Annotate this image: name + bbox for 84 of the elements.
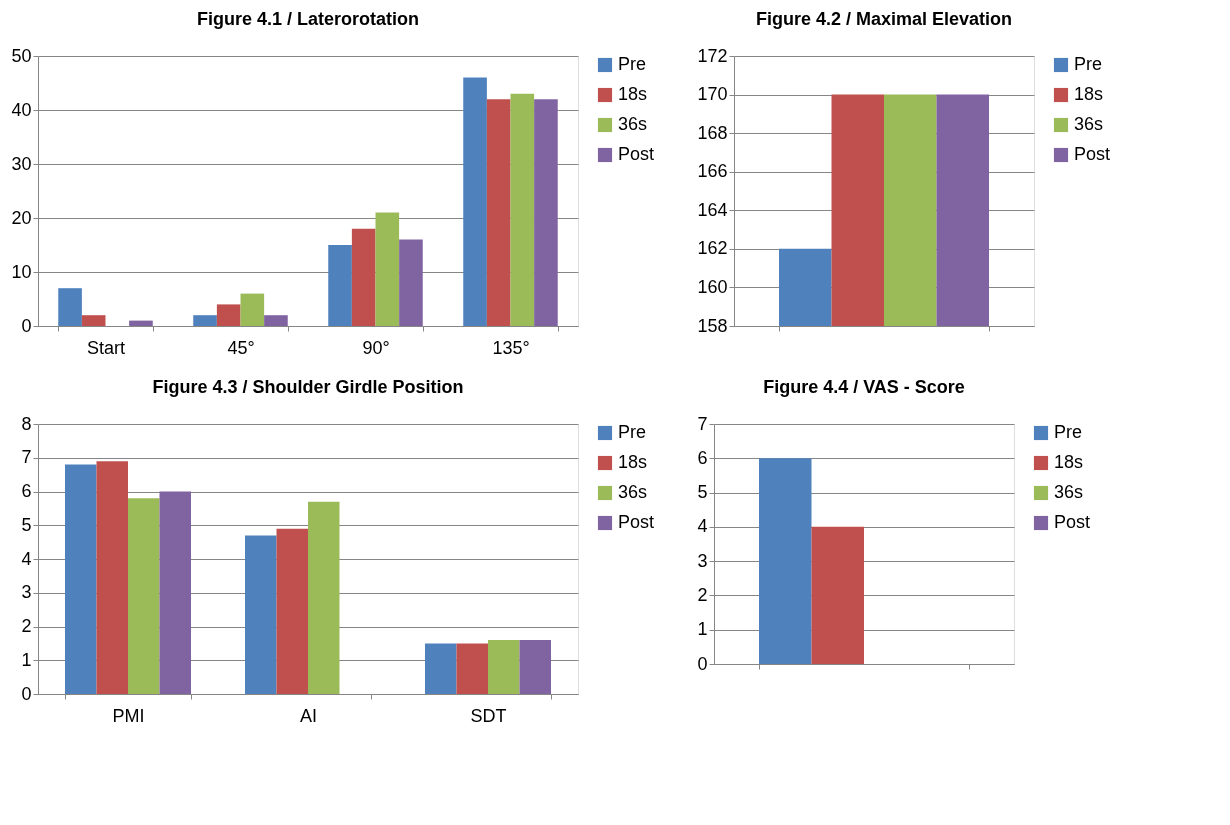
bar bbox=[193, 315, 217, 326]
y-tick-label: 7 bbox=[697, 413, 708, 434]
legend-label: 18s bbox=[1054, 452, 1084, 472]
y-tick-label: 8 bbox=[21, 413, 32, 434]
y-tick-label: 7 bbox=[21, 447, 32, 468]
y-tick-label: 166 bbox=[697, 161, 728, 182]
legend-label: Pre bbox=[618, 54, 647, 74]
bar bbox=[328, 245, 352, 326]
y-tick-label: 0 bbox=[21, 683, 32, 704]
legend-label: Post bbox=[618, 512, 655, 532]
bar bbox=[463, 77, 487, 326]
legend-label: Post bbox=[1054, 512, 1091, 532]
y-tick-label: 158 bbox=[697, 315, 728, 336]
legend-label: 36s bbox=[1054, 482, 1084, 502]
legend-label: 36s bbox=[618, 114, 648, 134]
y-tick-label: 162 bbox=[697, 238, 728, 259]
chart-title: Figure 4.1 / Laterorotation bbox=[196, 9, 420, 29]
bar bbox=[488, 640, 520, 694]
legend-label: 36s bbox=[618, 482, 648, 502]
legend-label: 18s bbox=[618, 452, 648, 472]
x-tick-label: Start bbox=[86, 337, 126, 358]
bar bbox=[245, 535, 277, 694]
bar bbox=[308, 501, 340, 694]
legend-label: Pre bbox=[618, 422, 647, 442]
y-tick-label: 5 bbox=[21, 514, 32, 535]
y-tick-label: 2 bbox=[21, 616, 32, 636]
chart-title: Figure 4.2 / Maximal Elevation bbox=[755, 9, 1013, 29]
x-tick-label: SDT bbox=[470, 705, 507, 726]
bar bbox=[534, 99, 558, 326]
bar bbox=[65, 464, 97, 694]
bar bbox=[399, 239, 423, 326]
x-tick-label: 135° bbox=[492, 337, 530, 358]
y-tick-label: 3 bbox=[697, 550, 708, 571]
y-tick-label: 2 bbox=[697, 584, 708, 605]
legend-label: Post bbox=[1074, 144, 1111, 164]
bar bbox=[216, 304, 241, 326]
bar bbox=[486, 99, 511, 326]
y-tick-label: 6 bbox=[697, 447, 708, 468]
y-tick-label: 170 bbox=[697, 84, 728, 105]
bar bbox=[456, 643, 488, 694]
bar bbox=[129, 320, 153, 326]
legend-label: 18s bbox=[1074, 84, 1104, 104]
bar bbox=[96, 461, 128, 694]
y-tick-label: 0 bbox=[21, 315, 32, 336]
y-tick-label: 40 bbox=[11, 99, 32, 120]
bar bbox=[519, 640, 551, 694]
y-tick-label: 0 bbox=[697, 653, 708, 674]
legend-label: Pre bbox=[1074, 54, 1103, 74]
y-tick-label: 172 bbox=[697, 45, 728, 66]
y-tick-label: 1 bbox=[21, 649, 32, 670]
bar bbox=[264, 315, 288, 326]
legend-label: 18s bbox=[618, 84, 648, 104]
y-tick-label: 30 bbox=[11, 153, 32, 174]
chart-title: Figure 4.3 / Shoulder Girdle Position bbox=[152, 377, 464, 397]
y-tick-label: 5 bbox=[697, 482, 708, 503]
y-tick-label: 20 bbox=[11, 207, 32, 228]
x-tick-label: PMI bbox=[112, 705, 145, 726]
bar bbox=[240, 293, 265, 326]
bar bbox=[58, 288, 82, 326]
y-tick-label: 10 bbox=[11, 261, 32, 282]
bar bbox=[375, 212, 400, 326]
x-tick-label: 45° bbox=[227, 337, 255, 358]
bar bbox=[128, 498, 160, 694]
y-tick-label: 168 bbox=[697, 122, 728, 143]
y-tick-label: 4 bbox=[21, 548, 32, 569]
y-tick-label: 164 bbox=[697, 199, 728, 220]
legend-label: 36s bbox=[1074, 114, 1104, 134]
y-tick-label: 1 bbox=[697, 619, 708, 640]
legend-label: Pre bbox=[1054, 422, 1083, 442]
bar bbox=[276, 528, 308, 694]
bar bbox=[425, 643, 457, 694]
y-tick-label: 3 bbox=[21, 582, 32, 603]
y-tick-label: 4 bbox=[697, 516, 708, 537]
bar bbox=[510, 93, 535, 326]
chart-title: Figure 4.4 / VAS - Score bbox=[763, 377, 965, 397]
bar bbox=[81, 315, 106, 326]
y-tick-label: 50 bbox=[11, 45, 32, 66]
legend-label: Post bbox=[618, 144, 655, 164]
bar bbox=[159, 491, 191, 694]
bar bbox=[351, 228, 376, 326]
x-tick-label: 90° bbox=[362, 337, 390, 358]
y-tick-label: 160 bbox=[697, 276, 728, 297]
x-tick-label: AI bbox=[299, 705, 318, 726]
y-tick-label: 6 bbox=[21, 481, 32, 501]
